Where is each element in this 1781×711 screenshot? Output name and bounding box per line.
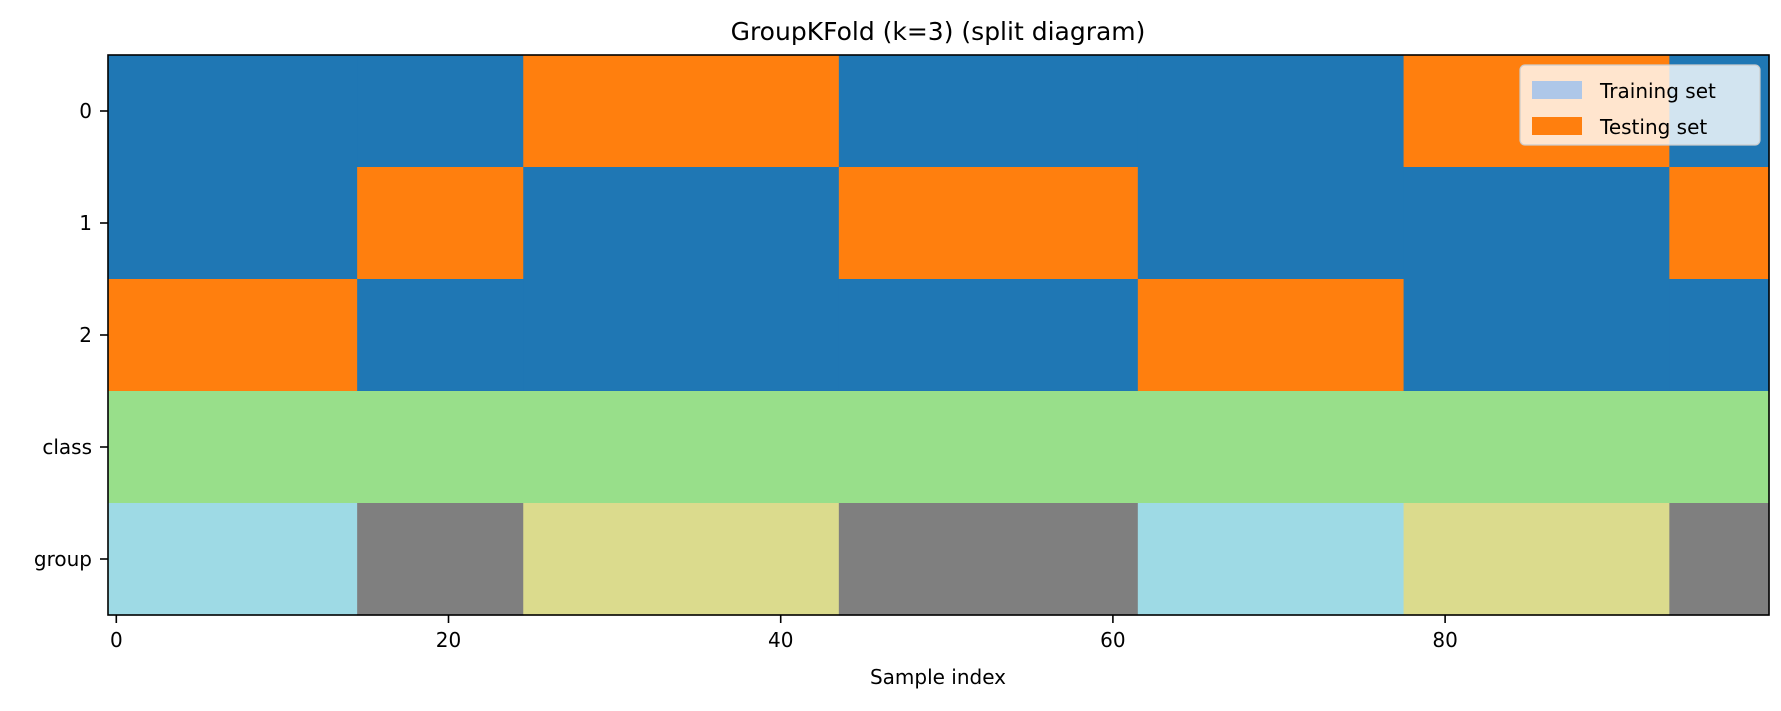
heatmap-cell-row-group-seg-3	[838, 503, 1139, 616]
heatmap-cell-row-2-seg-2	[523, 279, 840, 392]
y-axis: 0 1 2 class group	[34, 99, 108, 571]
heatmap-cell-row-2-seg-4	[1137, 279, 1405, 392]
heatmap-cells	[108, 55, 1770, 616]
x-axis: 0 20 40 60 80	[110, 615, 1458, 652]
heatmap-cell-row-class-seg-6	[1669, 391, 1770, 504]
heatmap-cell-row-1-seg-1	[357, 167, 524, 280]
x-tick-label: 80	[1432, 628, 1457, 652]
y-tick-label: class	[42, 435, 92, 459]
heatmap-cell-row-2-seg-5	[1403, 279, 1670, 392]
heatmap-cell-row-group-seg-0	[108, 503, 358, 616]
heatmap-cell-row-1-seg-4	[1137, 167, 1405, 280]
y-tick-label: 1	[79, 211, 92, 235]
heatmap-cell-row-class-seg-2	[523, 391, 840, 504]
chart-title: GroupKFold (k=3) (split diagram)	[731, 17, 1146, 46]
heatmap-cell-row-2-seg-0	[108, 279, 358, 392]
heatmap-cell-row-0-seg-0	[108, 55, 358, 168]
heatmap-cell-row-2-seg-1	[357, 279, 524, 392]
heatmap-cell-row-group-seg-4	[1137, 503, 1405, 616]
legend-label: Testing set	[1599, 115, 1707, 139]
heatmap-cell-row-1-seg-6	[1669, 167, 1770, 280]
heatmap-cell-row-group-seg-2	[523, 503, 840, 616]
legend: Training set Testing set	[1519, 64, 1761, 146]
heatmap-cell-row-group-seg-6	[1669, 503, 1770, 616]
legend-label: Training set	[1599, 79, 1716, 103]
heatmap-cell-row-class-seg-5	[1403, 391, 1670, 504]
heatmap-cell-row-class-seg-4	[1137, 391, 1405, 504]
x-tick-label: 40	[768, 628, 793, 652]
heatmap-cell-row-0-seg-1	[357, 55, 524, 168]
heatmap-cell-row-1-seg-2	[523, 167, 840, 280]
y-tick-label: 2	[79, 323, 92, 347]
heatmap-cell-row-group-seg-5	[1403, 503, 1670, 616]
x-tick-label: 20	[436, 628, 461, 652]
heatmap-cell-row-class-seg-1	[357, 391, 524, 504]
heatmap-cell-row-1-seg-3	[838, 167, 1139, 280]
x-tick-label: 60	[1100, 628, 1125, 652]
heatmap-cell-row-class-seg-0	[108, 391, 358, 504]
heatmap-cell-row-0-seg-3	[838, 55, 1139, 168]
heatmap-cell-row-2-seg-6	[1669, 279, 1770, 392]
heatmap-cell-row-0-seg-2	[523, 55, 840, 168]
y-tick-label: group	[34, 547, 92, 571]
heatmap-cell-row-2-seg-3	[838, 279, 1139, 392]
heatmap-cell-row-group-seg-1	[357, 503, 524, 616]
x-axis-label: Sample index	[870, 665, 1006, 689]
heatmap-cell-row-0-seg-4	[1137, 55, 1405, 168]
heatmap-cell-row-1-seg-0	[108, 167, 358, 280]
heatmap-cell-row-class-seg-3	[838, 391, 1139, 504]
legend-swatch	[1532, 81, 1582, 99]
y-tick-label: 0	[79, 99, 92, 123]
legend-swatch	[1532, 117, 1582, 135]
heatmap-cell-row-1-seg-5	[1403, 167, 1670, 280]
x-tick-label: 0	[110, 628, 123, 652]
